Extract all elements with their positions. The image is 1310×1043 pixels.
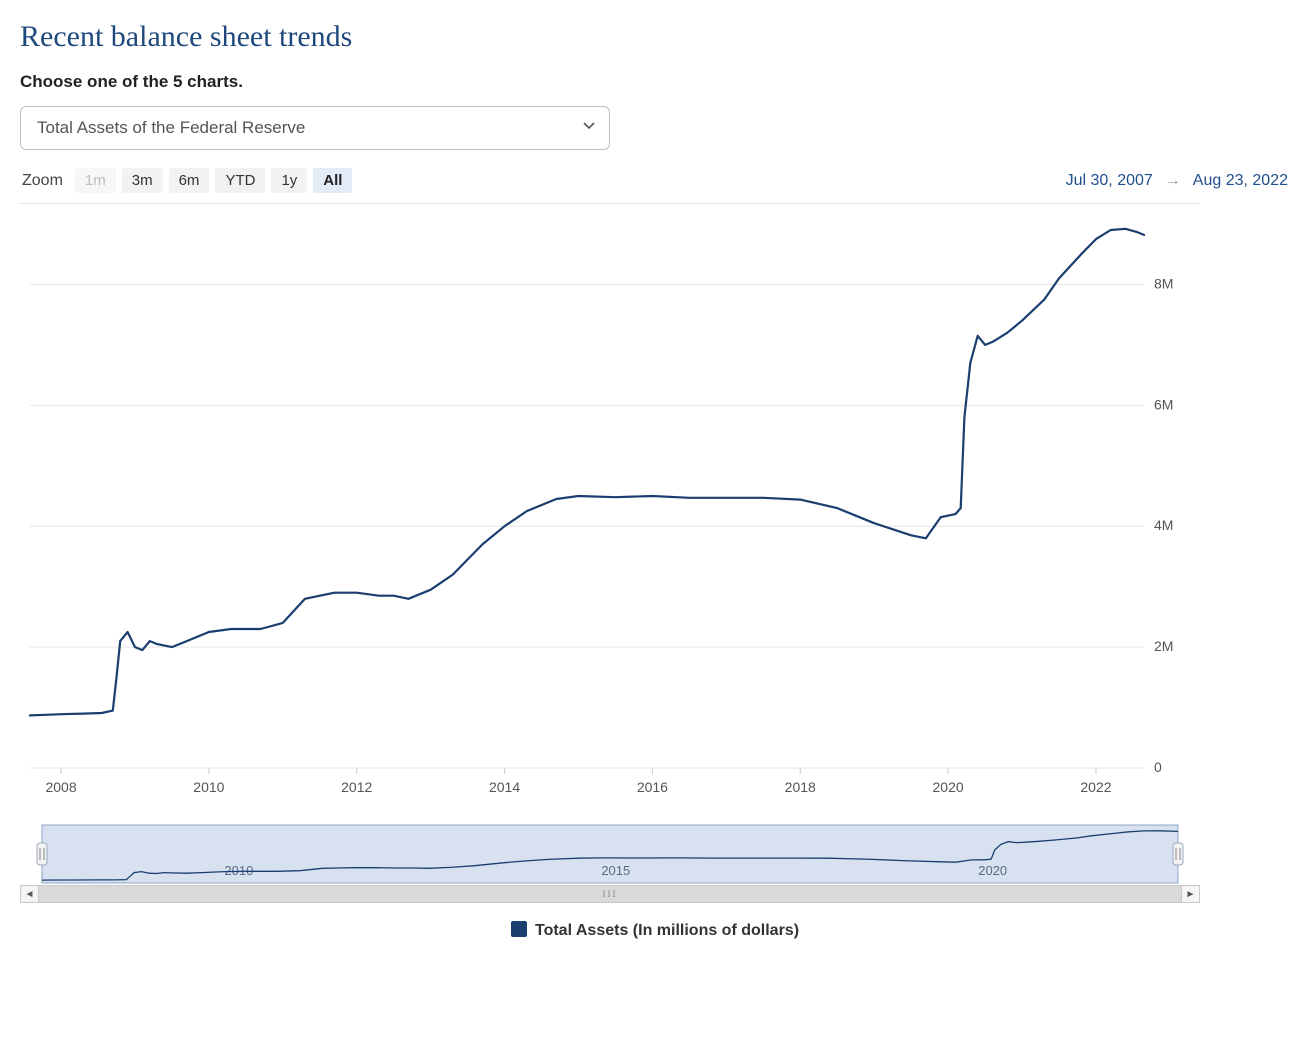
svg-text:2012: 2012 [341,779,372,795]
arrow-right-icon: → [1165,172,1181,190]
page-subtitle: Choose one of the 5 charts. [20,72,1290,92]
page-title: Recent balance sheet trends [20,20,1290,54]
legend-swatch [511,921,527,937]
navigator-svg: 2010 2015 2020 [20,823,1200,885]
chart-svg: 0 2M 4M 6M 8M 2008 2010 2012 2014 2016 2018 2020 202… [20,204,1200,804]
navigator[interactable]: 2010 2015 2020 ◄ III ► [20,823,1200,903]
range-from[interactable]: Jul 30, 2007 [1066,172,1153,190]
svg-text:2020: 2020 [933,779,964,795]
svg-text:2018: 2018 [785,779,816,795]
chart-select-wrap: Total Assets of the Federal Reserve [20,106,610,150]
chart-toolbar: Zoom 1m 3m 6m YTD 1y All Jul 30, 2007 → … [20,168,1290,199]
main-chart[interactable]: 0 2M 4M 6M 8M 2008 2010 2012 2014 2016 2018 2020 202… [20,203,1200,793]
svg-text:2010: 2010 [193,779,224,795]
zoom-ytd-button[interactable]: YTD [215,168,265,193]
navigator-scrollbar[interactable]: ◄ III ► [20,885,1200,903]
svg-text:6M: 6M [1154,396,1173,412]
svg-text:2020: 2020 [978,863,1007,878]
zoom-all-button[interactable]: All [313,168,352,193]
svg-text:2M: 2M [1154,638,1173,654]
scroll-track[interactable]: III [39,886,1181,902]
svg-text:2016: 2016 [637,779,668,795]
svg-text:2022: 2022 [1080,779,1111,795]
svg-text:2008: 2008 [45,779,76,795]
range-to[interactable]: Aug 23, 2022 [1193,172,1288,190]
svg-text:2014: 2014 [489,779,520,795]
svg-text:2010: 2010 [224,863,253,878]
legend: Total Assets (In millions of dollars) [20,921,1290,940]
svg-text:0: 0 [1154,759,1162,775]
svg-text:2015: 2015 [601,863,630,878]
scroll-left-button[interactable]: ◄ [21,886,39,902]
scroll-grip-icon: III [603,889,618,899]
zoom-3m-button[interactable]: 3m [122,168,163,193]
zoom-label: Zoom [22,172,63,190]
zoom-group: Zoom 1m 3m 6m YTD 1y All [22,168,352,193]
zoom-6m-button[interactable]: 6m [169,168,210,193]
svg-text:8M: 8M [1154,275,1173,291]
scroll-right-button[interactable]: ► [1181,886,1199,902]
chart-select[interactable]: Total Assets of the Federal Reserve [20,106,610,150]
zoom-1m-button: 1m [75,168,116,193]
zoom-1y-button[interactable]: 1y [271,168,307,193]
date-range: Jul 30, 2007 → Aug 23, 2022 [1066,172,1288,190]
svg-text:4M: 4M [1154,517,1173,533]
legend-label[interactable]: Total Assets (In millions of dollars) [535,922,799,939]
